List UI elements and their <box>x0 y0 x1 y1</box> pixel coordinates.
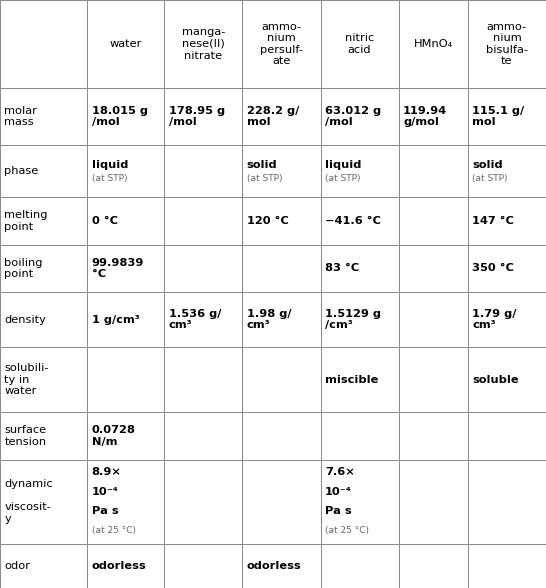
Text: (at 25 °C): (at 25 °C) <box>325 526 369 536</box>
Text: HMnO₄: HMnO₄ <box>414 39 453 49</box>
Text: phase: phase <box>4 166 39 176</box>
Text: density: density <box>4 315 46 325</box>
Text: liquid: liquid <box>92 159 128 169</box>
Text: odor: odor <box>4 561 31 571</box>
Text: (at STP): (at STP) <box>92 173 127 182</box>
Text: molar
mass: molar mass <box>4 106 37 128</box>
Text: melting
point: melting point <box>4 210 48 232</box>
Text: −41.6 °C: −41.6 °C <box>325 216 381 226</box>
Text: (at STP): (at STP) <box>325 173 360 182</box>
Text: solid: solid <box>472 159 503 169</box>
Text: boiling
point: boiling point <box>4 258 43 279</box>
Text: 119.94
g/mol: 119.94 g/mol <box>403 106 447 128</box>
Text: 1.5129 g
/cm³: 1.5129 g /cm³ <box>325 309 381 330</box>
Text: (at STP): (at STP) <box>247 173 282 182</box>
Text: water: water <box>110 39 142 49</box>
Text: liquid: liquid <box>325 159 361 169</box>
Text: 1 g/cm³: 1 g/cm³ <box>92 315 139 325</box>
Text: soluble: soluble <box>472 375 519 385</box>
Text: 0.0728
N/m: 0.0728 N/m <box>92 425 135 447</box>
Text: 83 °C: 83 °C <box>325 263 359 273</box>
Text: 18.015 g
/mol: 18.015 g /mol <box>92 106 147 128</box>
Text: 10⁻⁴: 10⁻⁴ <box>92 487 118 497</box>
Text: odorless: odorless <box>92 561 146 571</box>
Text: 178.95 g
/mol: 178.95 g /mol <box>169 106 224 128</box>
Text: 0 °C: 0 °C <box>92 216 117 226</box>
Text: surface
tension: surface tension <box>4 425 46 447</box>
Text: 8.9×: 8.9× <box>92 467 121 477</box>
Text: 7.6×: 7.6× <box>325 467 354 477</box>
Text: ammo-
nium
persulf-
ate: ammo- nium persulf- ate <box>260 22 303 66</box>
Text: Pa s: Pa s <box>325 506 352 516</box>
Text: 99.9839
°C: 99.9839 °C <box>92 258 144 279</box>
Text: odorless: odorless <box>247 561 301 571</box>
Text: 1.79 g/
cm³: 1.79 g/ cm³ <box>472 309 517 330</box>
Text: nitric
acid: nitric acid <box>345 33 374 55</box>
Text: manga-
nese(II)
nitrate: manga- nese(II) nitrate <box>182 28 225 61</box>
Text: 350 °C: 350 °C <box>472 263 514 273</box>
Text: 10⁻⁴: 10⁻⁴ <box>325 487 352 497</box>
Text: 228.2 g/
mol: 228.2 g/ mol <box>247 106 299 128</box>
Text: ammo-
nium
bisulfa-
te: ammo- nium bisulfa- te <box>486 22 528 66</box>
Text: 147 °C: 147 °C <box>472 216 514 226</box>
Text: (at STP): (at STP) <box>472 173 508 182</box>
Text: 120 °C: 120 °C <box>247 216 288 226</box>
Text: dynamic

viscosit-
y: dynamic viscosit- y <box>4 479 53 524</box>
Text: 1.536 g/
cm³: 1.536 g/ cm³ <box>169 309 221 330</box>
Text: 1.98 g/
cm³: 1.98 g/ cm³ <box>247 309 291 330</box>
Text: solubili-
ty in
water: solubili- ty in water <box>4 363 49 396</box>
Text: Pa s: Pa s <box>92 506 118 516</box>
Text: miscible: miscible <box>325 375 378 385</box>
Text: 115.1 g/
mol: 115.1 g/ mol <box>472 106 524 128</box>
Text: (at 25 °C): (at 25 °C) <box>92 526 135 536</box>
Text: solid: solid <box>247 159 277 169</box>
Text: 63.012 g
/mol: 63.012 g /mol <box>325 106 381 128</box>
